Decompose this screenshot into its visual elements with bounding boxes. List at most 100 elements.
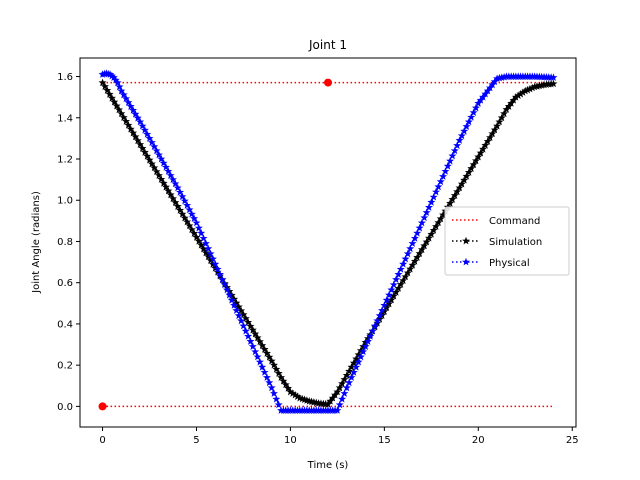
simulation-marker bbox=[474, 152, 483, 161]
simulation-marker bbox=[199, 244, 208, 253]
physical-marker bbox=[432, 187, 441, 196]
legend-marker-simulation bbox=[462, 236, 470, 245]
physical-marker bbox=[211, 259, 220, 268]
x-tick-label: 10 bbox=[284, 435, 297, 446]
simulation-marker bbox=[436, 214, 445, 223]
simulation-marker bbox=[100, 82, 109, 90]
physical-marker bbox=[152, 146, 161, 155]
simulation-marker bbox=[119, 113, 128, 121]
x-tick-label: 25 bbox=[566, 435, 579, 446]
physical-marker bbox=[389, 280, 398, 289]
physical-marker bbox=[495, 73, 504, 82]
simulation-marker bbox=[514, 91, 523, 100]
physical-marker bbox=[399, 259, 408, 268]
y-axis-label: Joint Angle (radians) bbox=[31, 191, 42, 294]
physical-marker bbox=[497, 73, 506, 81]
simulation-marker bbox=[471, 156, 480, 165]
physical-marker bbox=[232, 306, 241, 314]
simulation-marker bbox=[392, 288, 401, 296]
simulation-marker bbox=[403, 268, 412, 277]
physical-marker bbox=[190, 214, 199, 222]
simulation-marker bbox=[211, 264, 220, 272]
simulation-marker bbox=[267, 356, 276, 365]
physical-marker bbox=[448, 151, 457, 160]
physical-marker bbox=[493, 74, 502, 83]
physical-marker bbox=[408, 239, 417, 247]
physical-marker bbox=[359, 347, 368, 356]
simulation-marker bbox=[169, 194, 177, 203]
simulation-marker bbox=[293, 392, 302, 400]
simulation-marker bbox=[333, 387, 342, 396]
physical-marker bbox=[159, 158, 168, 167]
physical-marker bbox=[467, 113, 476, 121]
simulation-marker bbox=[145, 155, 154, 164]
physical-marker bbox=[124, 98, 133, 106]
physical-marker bbox=[178, 192, 187, 201]
simulation-marker bbox=[136, 140, 145, 148]
simulation-marker bbox=[166, 190, 175, 199]
simulation-marker bbox=[272, 365, 281, 373]
physical-marker bbox=[241, 326, 250, 335]
physical-marker bbox=[180, 196, 189, 205]
physical-marker bbox=[335, 400, 344, 409]
simulation-marker bbox=[490, 125, 499, 134]
y-tick-label: 1.6 bbox=[57, 72, 73, 83]
simulation-marker bbox=[164, 186, 173, 195]
physical-marker bbox=[119, 90, 128, 99]
axes-frame bbox=[79, 57, 577, 428]
physical-marker bbox=[403, 249, 412, 258]
simulation-marker bbox=[525, 84, 534, 93]
simulation-marker bbox=[180, 213, 189, 222]
simulation-marker bbox=[291, 390, 300, 399]
y-axis: 0.0 0.2 0.4 0.6 0.8 1.0 1.2 1.4 1.6 bbox=[57, 72, 80, 413]
simulation-marker bbox=[105, 90, 114, 98]
physical-marker bbox=[197, 229, 206, 237]
simulation-marker bbox=[140, 148, 149, 156]
simulation-marker bbox=[159, 179, 168, 187]
simulation-marker bbox=[375, 315, 384, 323]
physical-marker bbox=[486, 83, 495, 92]
simulation-marker bbox=[389, 291, 398, 300]
physical-marker bbox=[204, 244, 213, 253]
physical-marker bbox=[248, 342, 257, 350]
physical-marker bbox=[106, 70, 115, 78]
physical-marker bbox=[476, 96, 485, 104]
simulation-marker bbox=[537, 81, 546, 89]
x-axis: 0 5 10 15 20 25 bbox=[99, 427, 579, 446]
physical-marker bbox=[185, 205, 194, 214]
physical-marker bbox=[356, 352, 365, 361]
simulation-marker bbox=[241, 314, 250, 322]
physical-marker bbox=[387, 285, 396, 294]
physical-marker bbox=[366, 332, 375, 340]
simulation-marker bbox=[326, 397, 335, 405]
physical-marker bbox=[122, 94, 131, 103]
simulation-marker bbox=[361, 338, 370, 346]
simulation-marker bbox=[464, 168, 473, 176]
physical-marker bbox=[406, 244, 415, 253]
physical-marker bbox=[117, 86, 126, 95]
x-tick-label: 20 bbox=[472, 435, 485, 446]
physical-marker bbox=[471, 103, 480, 112]
physical-marker bbox=[265, 378, 274, 387]
physical-marker bbox=[166, 171, 175, 179]
physical-marker bbox=[129, 106, 138, 114]
simulation-marker bbox=[262, 349, 271, 357]
simulation-marker bbox=[122, 117, 131, 125]
physical-marker bbox=[378, 306, 387, 314]
physical-marker bbox=[436, 177, 445, 186]
physical-marker bbox=[413, 229, 422, 237]
physical-marker bbox=[333, 406, 342, 414]
simulation-marker bbox=[448, 195, 457, 203]
physical-series bbox=[98, 69, 558, 414]
physical-marker bbox=[115, 82, 124, 91]
x-tick-label: 0 bbox=[99, 435, 105, 446]
simulation-marker bbox=[394, 284, 403, 292]
physical-marker bbox=[396, 265, 405, 273]
simulation-marker bbox=[154, 171, 163, 179]
physical-marker bbox=[474, 99, 483, 107]
physical-marker bbox=[161, 163, 170, 171]
physical-marker bbox=[239, 321, 248, 330]
physical-marker bbox=[111, 75, 120, 84]
simulation-marker bbox=[481, 141, 490, 149]
